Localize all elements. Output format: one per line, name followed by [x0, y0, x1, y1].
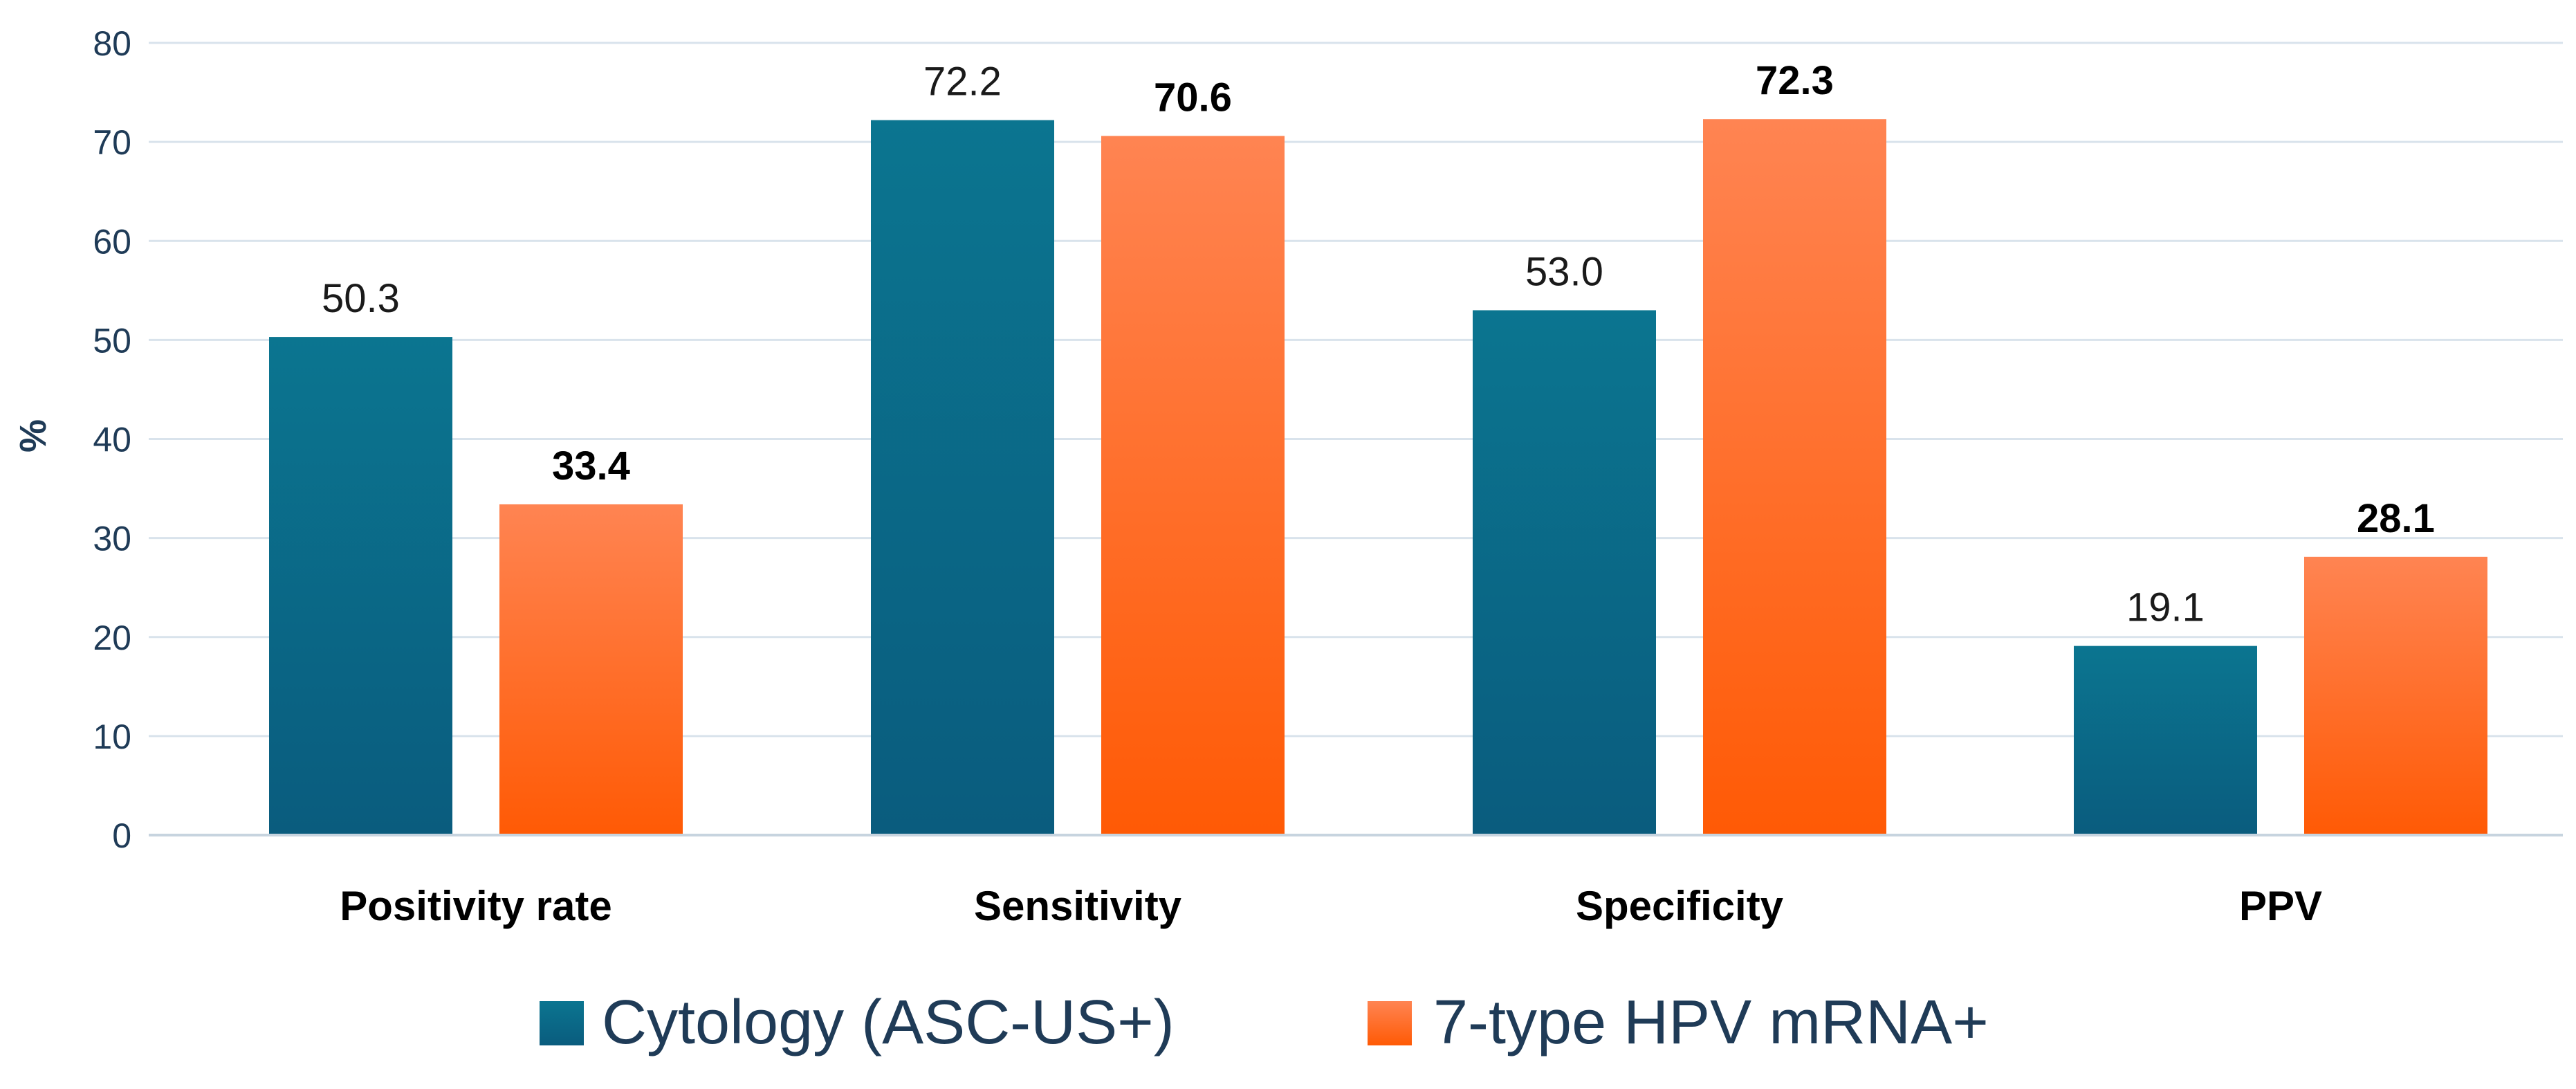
x-axis-category-labels: Positivity rate Sensitivity Specificity PPV	[340, 883, 2322, 929]
legend-label-cytology: Cytology (ASC-US+)	[602, 988, 1175, 1057]
y-tick-0: 0	[112, 816, 131, 855]
bar-hpv-mrna-sensitivity	[1101, 136, 1285, 836]
legend: Cytology (ASC-US+) 7-type HPV mRNA+	[540, 988, 1989, 1057]
bars	[269, 119, 2487, 836]
x-tick-ppv: PPV	[2239, 883, 2322, 929]
y-tick-70: 70	[93, 123, 131, 162]
data-label-hpv-mrna-specificity: 72.3	[1756, 58, 1834, 103]
data-label-hpv-mrna-sensitivity: 70.6	[1154, 75, 1232, 120]
data-label-hpv-mrna-positivity-rate: 33.4	[552, 443, 630, 488]
data-label-cytology-positivity-rate: 50.3	[322, 276, 400, 321]
y-tick-30: 30	[93, 520, 131, 558]
y-tick-60: 60	[93, 222, 131, 261]
data-label-hpv-mrna-ppv: 28.1	[2357, 496, 2435, 541]
data-label-cytology-specificity: 53.0	[1525, 249, 1603, 294]
y-tick-80: 80	[93, 24, 131, 63]
legend-swatch-hpv-mrna	[1368, 1001, 1412, 1045]
y-tick-10: 10	[93, 717, 131, 756]
legend-label-hpv-mrna: 7-type HPV mRNA+	[1433, 988, 1989, 1057]
y-tick-40: 40	[93, 421, 131, 459]
y-axis-tick-labels: 0 10 20 30 40 50 60 70 80	[93, 24, 131, 855]
bar-cytology-positivity-rate	[269, 337, 452, 835]
data-label-cytology-sensitivity: 72.2	[923, 60, 1002, 104]
data-label-cytology-ppv: 19.1	[2126, 585, 2205, 630]
y-axis-label: %	[12, 419, 54, 452]
legend-swatch-cytology	[540, 1001, 584, 1045]
x-tick-positivity-rate: Positivity rate	[340, 883, 612, 929]
bar-cytology-specificity	[1473, 310, 1656, 835]
bar-cytology-sensitivity	[871, 120, 1054, 836]
y-tick-50: 50	[93, 321, 131, 360]
data-labels: 50.3 33.4 72.2 70.6 53.0 72.3 19.1 28.1	[322, 58, 2435, 630]
x-tick-specificity: Specificity	[1576, 883, 1784, 929]
bar-hpv-mrna-ppv	[2304, 556, 2487, 835]
x-tick-sensitivity: Sensitivity	[974, 883, 1182, 929]
y-tick-20: 20	[93, 619, 131, 657]
bar-hpv-mrna-positivity-rate	[499, 504, 683, 835]
bar-cytology-ppv	[2074, 646, 2257, 835]
bar-hpv-mrna-specificity	[1703, 119, 1886, 835]
